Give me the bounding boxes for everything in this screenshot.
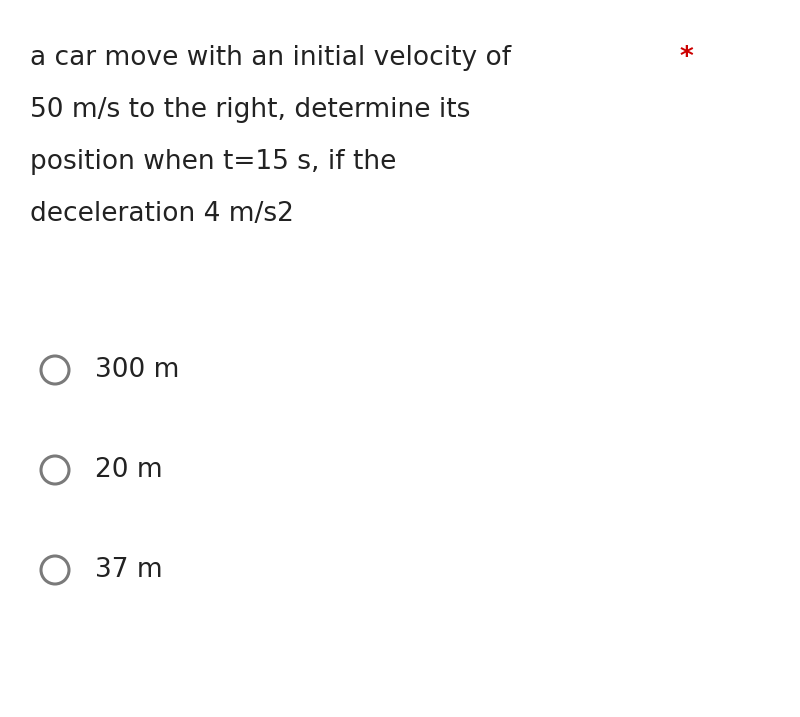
- Text: 50 m/s to the right, determine its: 50 m/s to the right, determine its: [30, 97, 470, 123]
- Text: 20 m: 20 m: [95, 457, 162, 483]
- Text: 37 m: 37 m: [95, 557, 162, 583]
- Text: position when t=15 s, if the: position when t=15 s, if the: [30, 149, 396, 175]
- Text: a car move with an initial velocity of: a car move with an initial velocity of: [30, 45, 511, 71]
- Text: 300 m: 300 m: [95, 357, 179, 383]
- Text: deceleration 4 m/s2: deceleration 4 m/s2: [30, 201, 294, 227]
- Text: *: *: [680, 45, 694, 71]
